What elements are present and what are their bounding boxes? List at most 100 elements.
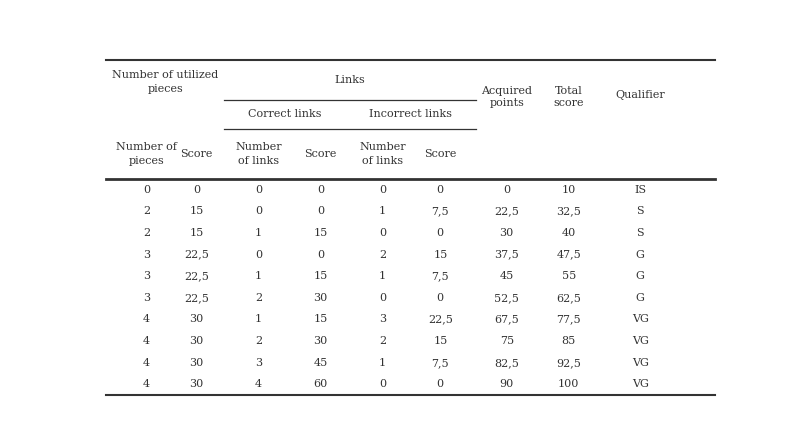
Text: 100: 100 — [558, 380, 579, 389]
Text: G: G — [636, 271, 645, 281]
Text: 30: 30 — [189, 358, 203, 368]
Text: 0: 0 — [379, 293, 386, 303]
Text: Acquired: Acquired — [481, 86, 532, 96]
Text: 0: 0 — [503, 185, 510, 195]
Text: 67,5: 67,5 — [494, 314, 519, 325]
Text: 45: 45 — [500, 271, 514, 281]
Text: 22,5: 22,5 — [494, 206, 519, 216]
Text: Incorrect links: Incorrect links — [369, 109, 452, 120]
Text: 4: 4 — [143, 314, 151, 325]
Text: 0: 0 — [255, 206, 262, 216]
Text: 2: 2 — [255, 336, 262, 346]
Text: 1: 1 — [379, 271, 386, 281]
Text: 40: 40 — [562, 228, 576, 238]
Text: 85: 85 — [562, 336, 576, 346]
Text: Score: Score — [424, 149, 457, 159]
Text: Number of utilized: Number of utilized — [112, 70, 219, 80]
Text: 0: 0 — [193, 185, 200, 195]
Text: VG: VG — [632, 314, 649, 325]
Text: 4: 4 — [143, 358, 151, 368]
Text: 77,5: 77,5 — [557, 314, 581, 325]
Text: VG: VG — [632, 358, 649, 368]
Text: Number of: Number of — [116, 142, 177, 152]
Text: 62,5: 62,5 — [557, 293, 582, 303]
Text: 15: 15 — [433, 336, 448, 346]
Text: 3: 3 — [143, 271, 151, 281]
Text: 90: 90 — [500, 380, 514, 389]
Text: 0: 0 — [437, 185, 444, 195]
Text: Score: Score — [180, 149, 212, 159]
Text: 0: 0 — [379, 380, 386, 389]
Text: IS: IS — [634, 185, 646, 195]
Text: 0: 0 — [255, 250, 262, 260]
Text: 15: 15 — [313, 314, 328, 325]
Text: 82,5: 82,5 — [494, 358, 519, 368]
Text: VG: VG — [632, 336, 649, 346]
Text: 0: 0 — [317, 185, 324, 195]
Text: 0: 0 — [437, 293, 444, 303]
Text: 2: 2 — [143, 206, 151, 216]
Text: 10: 10 — [562, 185, 576, 195]
Text: 2: 2 — [255, 293, 262, 303]
Text: 0: 0 — [317, 206, 324, 216]
Text: 15: 15 — [313, 228, 328, 238]
Text: 92,5: 92,5 — [557, 358, 582, 368]
Text: S: S — [636, 206, 644, 216]
Text: 22,5: 22,5 — [428, 314, 453, 325]
Text: 15: 15 — [433, 250, 448, 260]
Text: 47,5: 47,5 — [557, 250, 582, 260]
Text: 0: 0 — [255, 185, 262, 195]
Text: 2: 2 — [143, 228, 151, 238]
Text: pieces: pieces — [147, 84, 183, 94]
Text: 0: 0 — [143, 185, 151, 195]
Text: 3: 3 — [143, 293, 151, 303]
Text: 2: 2 — [379, 336, 386, 346]
Text: 30: 30 — [189, 380, 203, 389]
Text: 2: 2 — [379, 250, 386, 260]
Text: Links: Links — [335, 75, 365, 85]
Text: 7,5: 7,5 — [432, 271, 449, 281]
Text: 0: 0 — [379, 185, 386, 195]
Text: 52,5: 52,5 — [494, 293, 519, 303]
Text: Number: Number — [360, 142, 406, 152]
Text: 3: 3 — [255, 358, 262, 368]
Text: 32,5: 32,5 — [557, 206, 582, 216]
Text: G: G — [636, 250, 645, 260]
Text: 1: 1 — [255, 314, 262, 325]
Text: 55: 55 — [562, 271, 576, 281]
Text: 1: 1 — [255, 228, 262, 238]
Text: points: points — [489, 98, 524, 108]
Text: Correct links: Correct links — [248, 109, 321, 120]
Text: Qualifier: Qualifier — [615, 90, 665, 100]
Text: 3: 3 — [379, 314, 386, 325]
Text: 7,5: 7,5 — [432, 206, 449, 216]
Text: 4: 4 — [143, 336, 151, 346]
Text: 0: 0 — [379, 228, 386, 238]
Text: G: G — [636, 293, 645, 303]
Text: 37,5: 37,5 — [494, 250, 519, 260]
Text: 30: 30 — [313, 336, 328, 346]
Text: VG: VG — [632, 380, 649, 389]
Text: 1: 1 — [255, 271, 262, 281]
Text: 30: 30 — [189, 314, 203, 325]
Text: of links: of links — [238, 156, 279, 166]
Text: 7,5: 7,5 — [432, 358, 449, 368]
Text: pieces: pieces — [129, 156, 164, 166]
Text: 0: 0 — [437, 228, 444, 238]
Text: 1: 1 — [379, 358, 386, 368]
Text: 3: 3 — [143, 250, 151, 260]
Text: 15: 15 — [189, 206, 203, 216]
Text: Score: Score — [304, 149, 336, 159]
Text: 60: 60 — [313, 380, 328, 389]
Text: 22,5: 22,5 — [184, 250, 209, 260]
Text: of links: of links — [362, 156, 403, 166]
Text: 45: 45 — [313, 358, 328, 368]
Text: 4: 4 — [255, 380, 262, 389]
Text: score: score — [553, 98, 584, 108]
Text: S: S — [636, 228, 644, 238]
Text: 30: 30 — [189, 336, 203, 346]
Text: Total: Total — [555, 86, 582, 96]
Text: 75: 75 — [500, 336, 513, 346]
Text: 30: 30 — [500, 228, 514, 238]
Text: 0: 0 — [317, 250, 324, 260]
